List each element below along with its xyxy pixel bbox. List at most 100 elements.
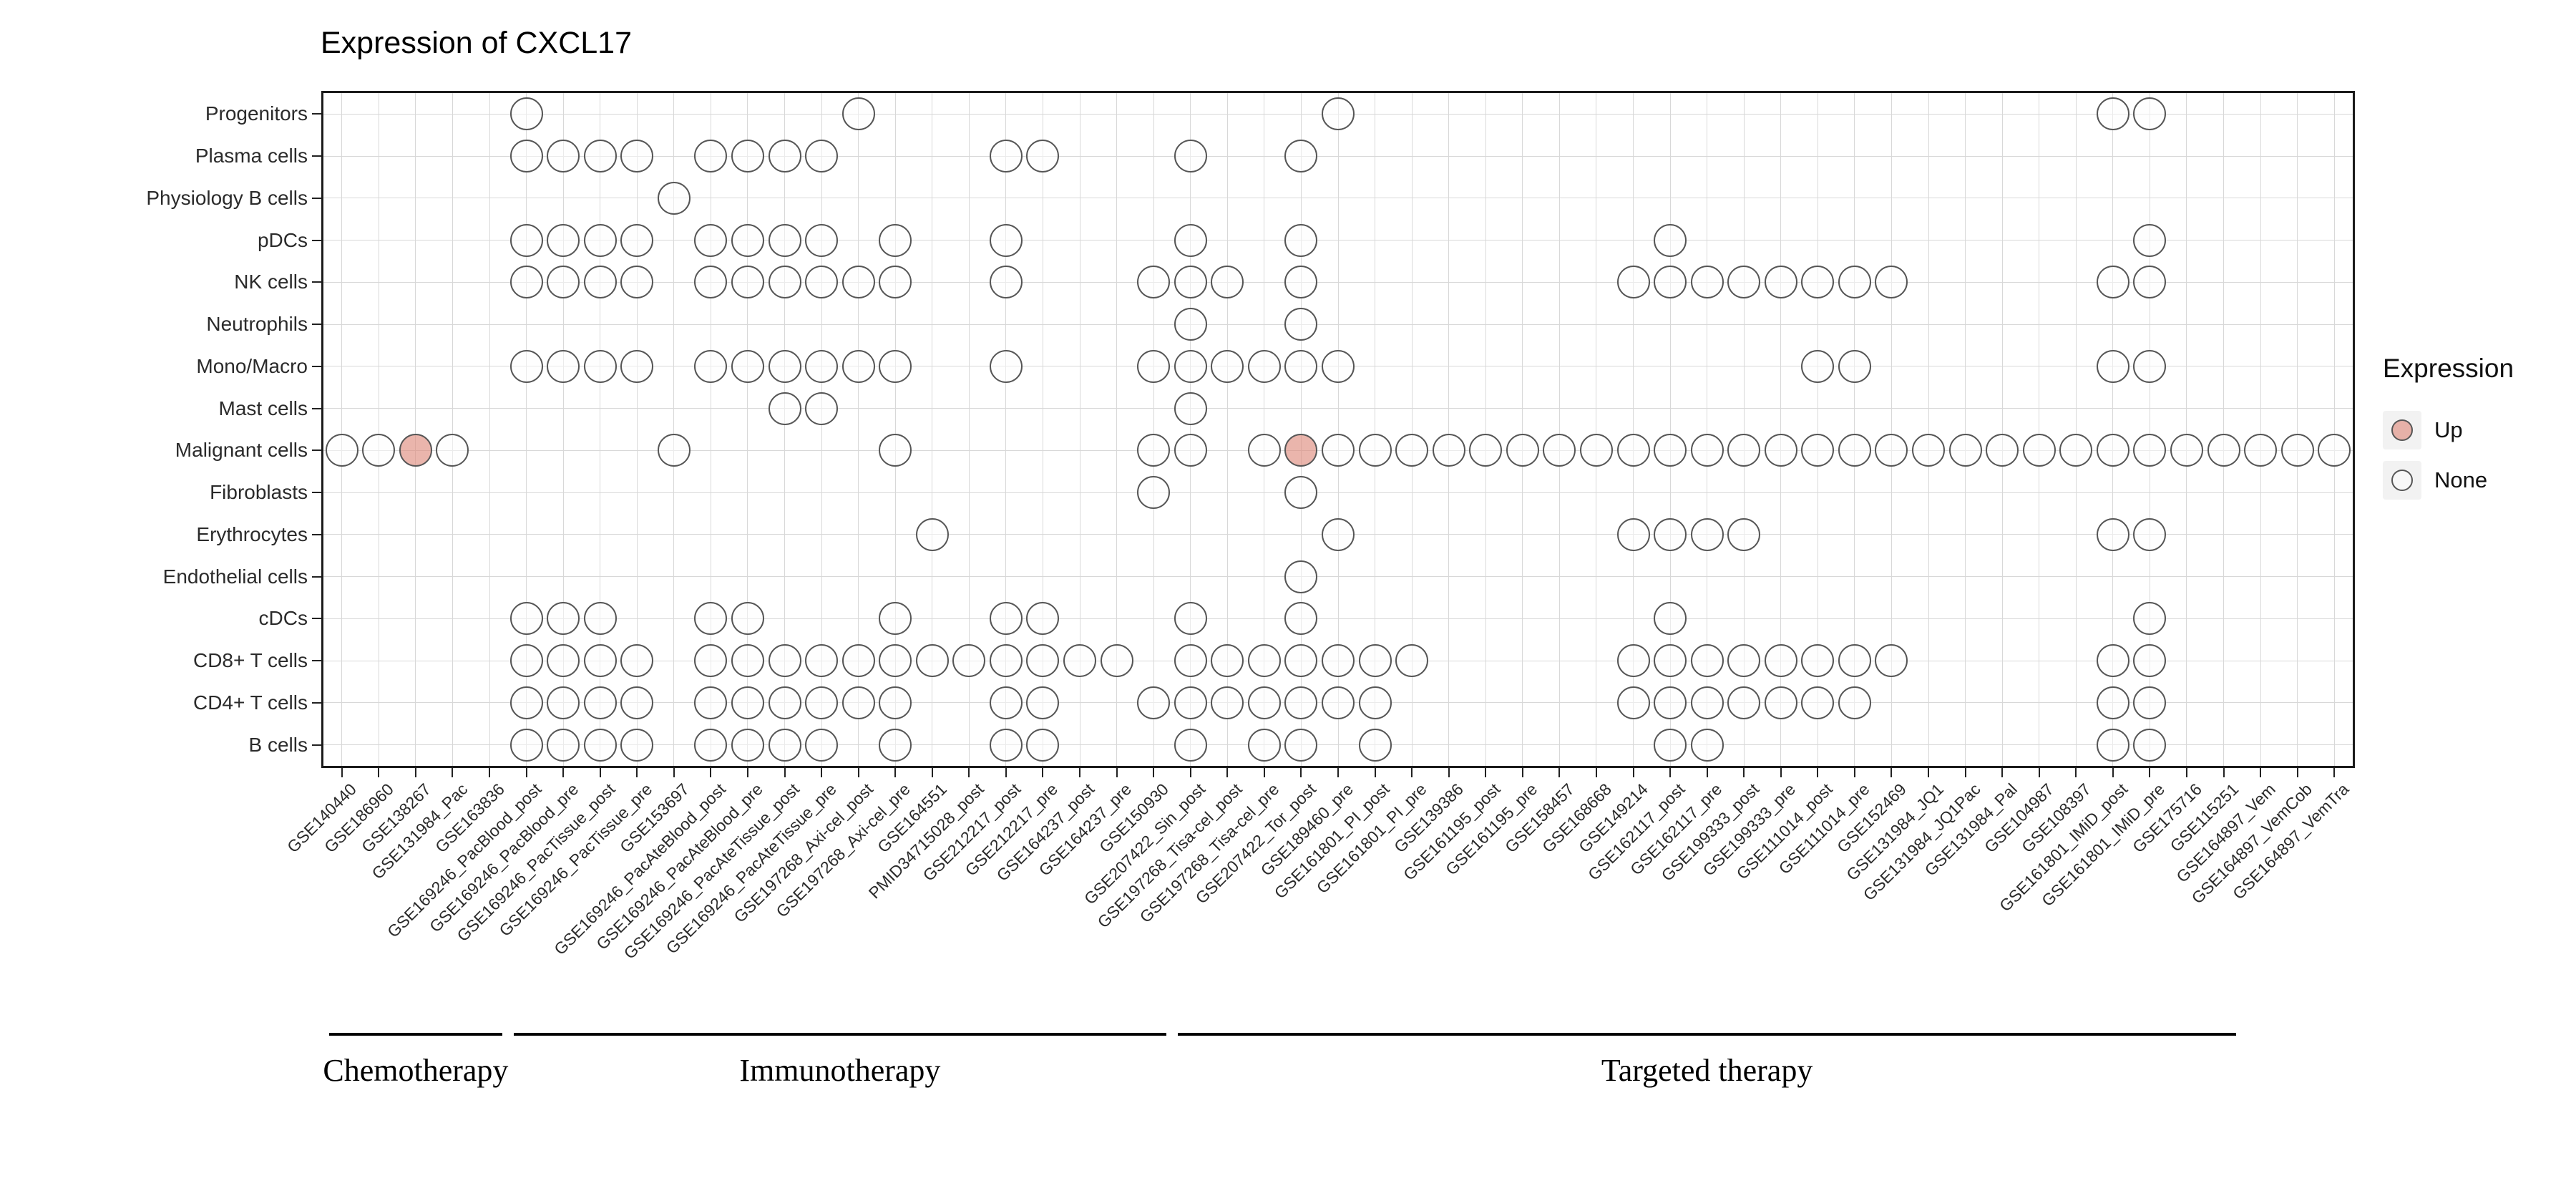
expression-dot-none <box>805 392 839 425</box>
y-axis-tick <box>312 744 321 746</box>
expression-dot-none <box>694 349 728 383</box>
gridline-horizontal <box>323 324 2353 325</box>
y-axis-label: Malignant cells <box>175 439 308 462</box>
expression-dot-none <box>620 644 654 678</box>
expression-dot-none <box>1690 266 1724 299</box>
expression-dot-none <box>1579 434 1613 467</box>
expression-dot-none <box>2133 602 2167 636</box>
gridline-vertical <box>1153 93 1154 766</box>
expression-dot-none <box>1100 644 1133 678</box>
expression-dot-none <box>583 686 617 719</box>
x-axis-tick <box>636 768 638 777</box>
gridline-vertical <box>1633 93 1634 766</box>
expression-dot-none <box>879 349 912 383</box>
expression-dot-none <box>620 223 654 257</box>
expression-dot-none <box>1137 349 1171 383</box>
x-axis-tick <box>1448 768 1450 777</box>
therapy-group-line <box>1177 1033 2237 1036</box>
gridline-vertical <box>1226 93 1228 766</box>
expression-dot-none <box>1284 223 1318 257</box>
expression-dot-none <box>2244 434 2278 467</box>
expression-dot-none <box>694 602 728 636</box>
expression-dot-none <box>547 266 580 299</box>
x-axis-tick <box>1337 768 1339 777</box>
y-axis-tick <box>312 449 321 452</box>
expression-dot-none <box>1358 434 1392 467</box>
legend-item-up: Up <box>2383 411 2576 449</box>
x-axis-tick <box>1374 768 1376 777</box>
x-axis-tick <box>1300 768 1302 777</box>
expression-dot-none <box>1137 434 1171 467</box>
expression-dot-none <box>620 349 654 383</box>
expression-dot-none <box>1838 686 1871 719</box>
expression-dot-none <box>1284 644 1318 678</box>
y-axis-tick <box>312 575 321 578</box>
expression-dot-none <box>1026 602 1060 636</box>
expression-dot-none <box>1690 728 1724 762</box>
y-axis-label: B cells <box>248 733 308 756</box>
legend-item-none: None <box>2383 461 2576 500</box>
expression-dot-none <box>989 223 1023 257</box>
gridline-horizontal <box>323 744 2353 746</box>
expression-dot-none <box>1284 602 1318 636</box>
expression-dot-none <box>1137 266 1171 299</box>
expression-dot-none <box>1616 644 1650 678</box>
expression-dot-none <box>2059 434 2093 467</box>
x-axis-tick <box>1005 768 1007 777</box>
x-axis-tick <box>1485 768 1487 777</box>
gridline-vertical <box>2112 93 2114 766</box>
y-axis-label: CD8+ T cells <box>192 649 308 672</box>
expression-dot-none <box>1358 644 1392 678</box>
expression-dot-none <box>1727 644 1761 678</box>
expression-dot-none <box>915 517 949 551</box>
x-axis-tick <box>2296 768 2298 777</box>
x-axis-tick <box>784 768 786 777</box>
expression-dot-none <box>620 266 654 299</box>
expression-dot-none <box>1284 560 1318 593</box>
expression-dot-none <box>620 140 654 173</box>
x-axis-tick <box>673 768 675 777</box>
expression-dot-none <box>1247 728 1281 762</box>
expression-dot-none <box>841 644 875 678</box>
gridline-horizontal <box>323 408 2353 409</box>
expression-dot-none <box>620 728 654 762</box>
x-axis-tick <box>1411 768 1413 777</box>
x-axis-tick <box>1632 768 1634 777</box>
y-axis-tick <box>312 492 321 494</box>
expression-dot-none <box>2096 644 2129 678</box>
therapy-group-label: Immunotherapy <box>739 1053 941 1088</box>
expression-dot-none <box>547 686 580 719</box>
expression-dot-none <box>1801 434 1835 467</box>
expression-dot-none <box>547 223 580 257</box>
expression-dot-none <box>694 728 728 762</box>
expression-dot-none <box>1838 349 1871 383</box>
gridline-vertical <box>894 93 896 766</box>
expression-dot-none <box>1247 349 1281 383</box>
expression-dot-none <box>1727 517 1761 551</box>
expression-dot-none <box>2318 434 2351 467</box>
gridline-vertical <box>1116 93 1118 766</box>
expression-dot-none <box>1174 266 1207 299</box>
x-axis-tick <box>1964 768 1966 777</box>
expression-dot-none <box>2096 434 2129 467</box>
expression-dot-none <box>2096 349 2129 383</box>
gridline-vertical <box>1928 93 1929 766</box>
x-axis-tick <box>1669 768 1672 777</box>
gridline-vertical <box>1522 93 1523 766</box>
expression-dot-none <box>1322 434 1355 467</box>
expression-dot-none <box>1875 434 1908 467</box>
legend: Expression Up None <box>2383 354 2576 511</box>
up-dot-icon <box>2391 419 2413 441</box>
expression-dot-none <box>1801 266 1835 299</box>
expression-dot-none <box>2133 517 2167 551</box>
y-axis-tick <box>312 660 321 662</box>
gridline-vertical <box>489 93 490 766</box>
expression-dot-none <box>583 223 617 257</box>
expression-dot-none <box>583 602 617 636</box>
expression-dot-none <box>325 434 358 467</box>
expression-dot-none <box>2133 97 2167 131</box>
expression-dot-none <box>694 686 728 719</box>
expression-dot-none <box>620 686 654 719</box>
gridline-horizontal <box>323 576 2353 578</box>
